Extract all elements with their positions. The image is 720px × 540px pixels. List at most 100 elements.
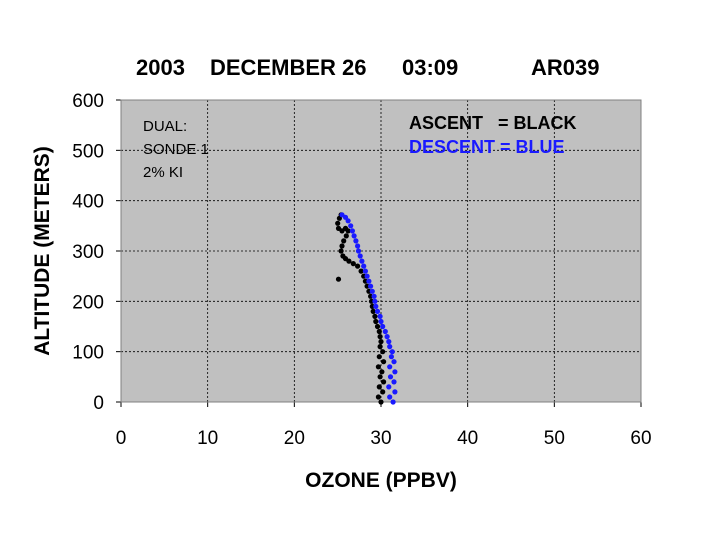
data-point-descent (389, 349, 395, 355)
data-point-ascent (376, 354, 382, 360)
data-point-descent (362, 268, 368, 274)
y-tick-label: 100 (72, 343, 104, 364)
data-point-descent (357, 253, 363, 259)
data-point-descent (387, 344, 393, 350)
chart-title: 2003 DECEMBER 26 03:09 AR039 (136, 55, 599, 80)
data-point-ascent (340, 253, 346, 259)
x-tick-label: 30 (370, 428, 391, 449)
x-tick-label: 40 (457, 428, 478, 449)
data-point-descent (387, 394, 393, 400)
data-point-descent (355, 248, 362, 254)
series-descent (339, 212, 398, 405)
data-point-descent (392, 369, 398, 375)
data-point-ascent (378, 339, 384, 345)
data-point-ascent (377, 344, 383, 350)
y-tick-label: 200 (72, 292, 104, 313)
data-point-ascent (381, 359, 387, 365)
data-point-descent (349, 228, 355, 234)
data-point-ascent (375, 364, 381, 370)
title-date: DECEMBER 26 (210, 55, 366, 80)
data-point-descent (378, 318, 384, 325)
data-point-ascent (350, 261, 356, 267)
data-point-descent (369, 288, 375, 294)
data-point-ascent (380, 389, 386, 395)
data-point-ascent (378, 399, 384, 405)
x-axis-label: OZONE (PPBV) (305, 469, 457, 492)
y-tick-label: 500 (72, 141, 104, 162)
data-point-descent (351, 233, 357, 239)
legend-descent: DESCENT = BLUE (409, 137, 565, 157)
y-tick-label: 600 (72, 91, 104, 112)
data-point-descent (386, 384, 392, 390)
data-point-ascent (370, 308, 376, 314)
data-point-ascent (339, 243, 345, 249)
title-flight-id: AR039 (531, 55, 599, 80)
y-tick-label: 300 (72, 242, 104, 263)
data-point-descent (380, 323, 386, 330)
data-point-ascent (373, 318, 379, 325)
data-point-descent (387, 374, 394, 380)
data-point-descent (366, 278, 372, 284)
data-point-descent (384, 334, 390, 340)
data-point-ascent (379, 369, 385, 375)
data-point-ascent (374, 323, 381, 330)
data-point-ascent (377, 374, 383, 380)
y-tick-label: 400 (72, 192, 104, 213)
data-point-descent (391, 359, 397, 365)
data-point-ascent (358, 268, 364, 274)
data-point-ascent (341, 238, 347, 244)
x-axis-ticks: 0 10 20 30 40 50 60 (116, 402, 652, 449)
data-point-descent (386, 339, 392, 345)
data-point-ascent (372, 313, 378, 319)
title-year: 2003 (136, 55, 185, 80)
x-tick-label: 50 (544, 428, 565, 449)
data-point-descent (355, 243, 361, 249)
data-point-ascent (380, 349, 386, 355)
data-point-descent (388, 354, 394, 360)
x-tick-label: 10 (197, 428, 218, 449)
data-point-descent (373, 303, 379, 309)
y-axis-label: ALTITUDE (METERS) (31, 146, 54, 356)
annotation-line: DUAL: (143, 118, 187, 135)
data-point-ascent (338, 248, 344, 254)
data-point-descent (391, 379, 397, 385)
data-point-descent (359, 258, 365, 264)
y-tick-label: 0 (93, 393, 104, 414)
data-point-descent (348, 223, 354, 229)
legend-ascent: ASCENT = BLACK (409, 113, 577, 133)
data-point-descent (374, 308, 381, 314)
data-point-ascent (377, 334, 383, 340)
data-point-descent (382, 328, 388, 335)
data-series (335, 212, 398, 405)
data-point-descent (361, 263, 367, 269)
annotation-block: DUAL: SONDE 1 2% KI (143, 118, 209, 181)
x-tick-label: 60 (630, 428, 651, 449)
data-point-ascent (335, 276, 342, 282)
data-point-ascent (376, 328, 382, 335)
data-point-ascent (375, 394, 381, 400)
data-point-ascent (335, 220, 341, 226)
data-point-descent (390, 399, 396, 405)
data-point-descent (387, 364, 393, 370)
title-time: 03:09 (402, 55, 458, 80)
data-point-ascent (381, 379, 387, 385)
x-tick-label: 0 (116, 428, 127, 449)
data-point-ascent (376, 384, 382, 390)
annotation-line: 2% KI (143, 164, 183, 181)
data-point-descent (368, 283, 374, 289)
legend: ASCENT = BLACK DESCENT = BLUE (409, 113, 577, 157)
data-point-ascent (343, 233, 349, 239)
y-axis-ticks: 0 100 200 300 400 500 600 (72, 91, 121, 414)
data-point-descent (364, 273, 370, 279)
annotation-line: SONDE 1 (143, 141, 209, 158)
data-point-descent (377, 313, 383, 319)
data-point-descent (392, 389, 398, 395)
data-point-descent (372, 298, 378, 304)
data-point-descent (353, 238, 359, 244)
data-point-descent (371, 293, 377, 299)
data-point-ascent (355, 263, 361, 269)
data-point-ascent (335, 225, 342, 231)
x-tick-label: 20 (284, 428, 305, 449)
data-point-descent (339, 212, 345, 218)
